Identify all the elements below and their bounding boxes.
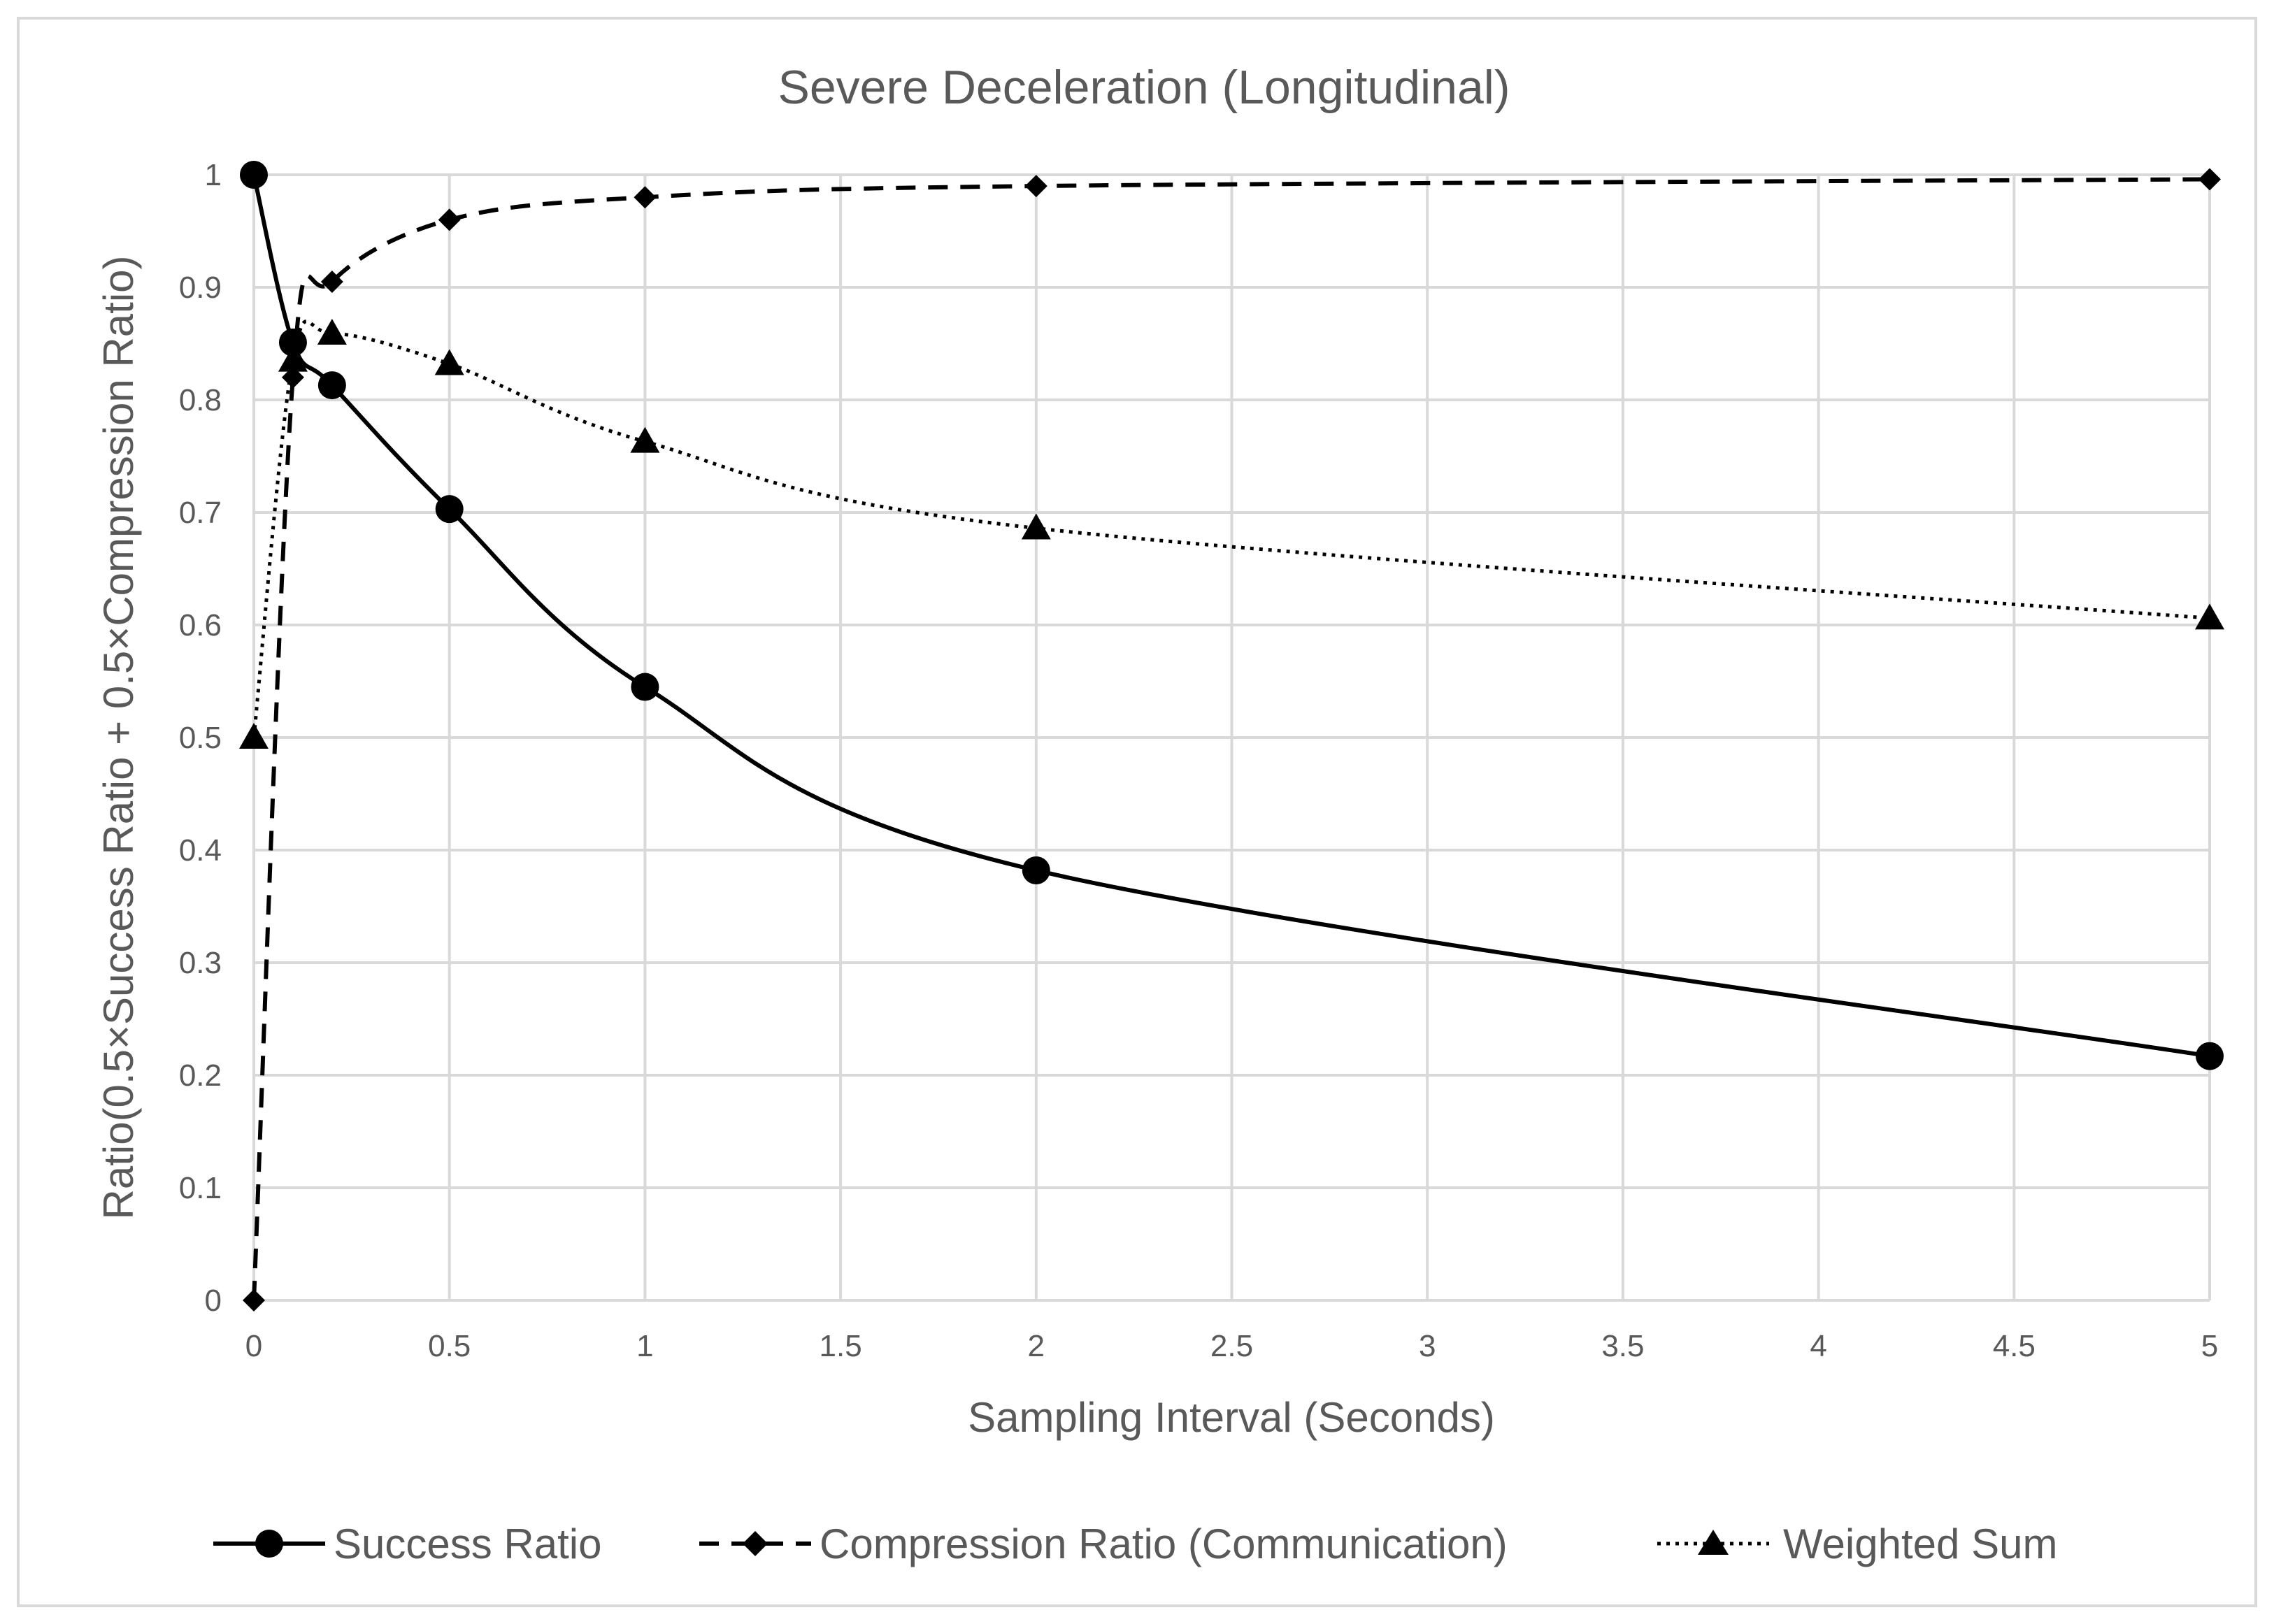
y-tick-label: 1: [205, 158, 222, 192]
x-tick-label: 2: [1028, 1329, 1045, 1363]
chart-title: Severe Deceleration (Longitudinal): [778, 61, 1510, 114]
x-tick-label: 0.5: [428, 1329, 471, 1363]
y-tick-label: 0.9: [179, 271, 222, 305]
legend-marker-triangle-icon: [1698, 1530, 1729, 1555]
x-tick-label: 1: [636, 1329, 653, 1363]
data-point-triangle: [2195, 603, 2224, 630]
y-tick-label: 0.8: [179, 383, 222, 417]
x-tick-label: 3.5: [1601, 1329, 1644, 1363]
data-point-diamond: [281, 366, 304, 389]
data-point-triangle: [1021, 513, 1051, 540]
data-point-diamond: [634, 186, 657, 209]
x-tick-label: 4.5: [1993, 1329, 2036, 1363]
data-point-triangle: [317, 319, 347, 345]
data-point-triangle: [434, 349, 464, 375]
x-tick-label: 1.5: [820, 1329, 862, 1363]
data-point-triangle: [239, 723, 269, 749]
data-point-diamond: [1024, 175, 1047, 198]
series-layer: [239, 161, 2224, 1312]
y-tick-labels: 0 0.1 0.2 0.3 0.4 0.5 0.6 0.7 0.8 0.9 1: [179, 158, 222, 1318]
y-tick-label: 0.4: [179, 833, 222, 868]
series-line-weighted-sum: [252, 319, 2210, 738]
y-tick-label: 0: [205, 1284, 222, 1318]
data-point-triangle: [278, 345, 308, 372]
x-tick-label: 4: [1810, 1329, 1826, 1363]
legend-marker-diamond-icon: [743, 1531, 768, 1556]
data-point-circle: [317, 371, 346, 400]
data-point-diamond: [438, 208, 461, 231]
y-tick-label: 0.6: [179, 608, 222, 642]
y-tick-label: 0.1: [179, 1171, 222, 1205]
data-point-circle: [631, 673, 659, 701]
data-point-circle: [240, 161, 268, 189]
data-point-circle: [435, 495, 464, 524]
series-compression-ratio-communication: [243, 168, 2221, 1312]
series-success-ratio: [240, 161, 2224, 1070]
data-point-diamond: [320, 270, 343, 293]
x-tick-label: 5: [2201, 1329, 2218, 1363]
y-tick-label: 0.3: [179, 946, 222, 980]
y-tick-label: 0.7: [179, 496, 222, 530]
grid: [252, 173, 2211, 1302]
x-tick-labels: 0 0.5 1 1.5 2 2.5 3 3.5 4 4.5 5: [245, 1329, 2218, 1363]
data-point-circle: [278, 328, 307, 357]
legend-item-weighted-sum[interactable]: Weighted Sum: [1657, 1521, 2057, 1567]
data-point-diamond: [2198, 168, 2221, 191]
data-point-diamond: [243, 1289, 265, 1312]
y-tick-label: 0.5: [179, 721, 222, 755]
series-weighted-sum: [239, 319, 2224, 749]
y-tick-label: 0.2: [179, 1058, 222, 1093]
x-tick-label: 2.5: [1210, 1329, 1253, 1363]
series-line-compression-ratio-communication: [252, 177, 2210, 1301]
legend: Success Ratio Compression Ratio (Communi…: [213, 1521, 2057, 1567]
x-axis-label: Sampling Interval (Seconds): [968, 1394, 1495, 1441]
legend-label-success-ratio: Success Ratio: [334, 1521, 602, 1567]
x-tick-label: 3: [1419, 1329, 1436, 1363]
y-axis-label: Ratio(0.5×Success Ratio + 0.5×Compressio…: [95, 255, 142, 1219]
legend-marker-circle-icon: [255, 1530, 283, 1558]
data-point-circle: [1022, 856, 1050, 884]
data-point-triangle: [630, 426, 660, 453]
legend-item-success-ratio[interactable]: Success Ratio: [213, 1521, 602, 1567]
data-point-circle: [2196, 1042, 2224, 1070]
legend-label-compression-ratio: Compression Ratio (Communication): [820, 1521, 1508, 1567]
chart-frame: [17, 17, 2257, 1607]
x-tick-label: 0: [245, 1329, 262, 1363]
legend-label-weighted-sum: Weighted Sum: [1783, 1521, 2057, 1567]
legend-item-compression-ratio[interactable]: Compression Ratio (Communication): [699, 1521, 1508, 1567]
